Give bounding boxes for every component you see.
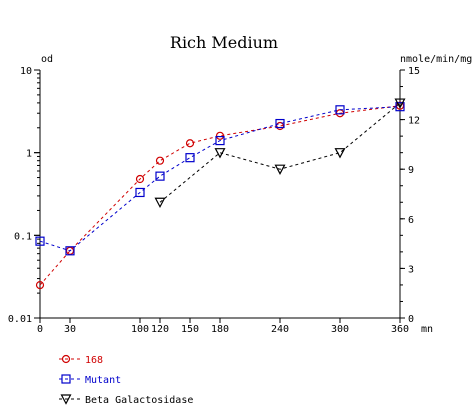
x-tick-label: 360: [391, 324, 409, 335]
y-right-tick-label: 3: [408, 264, 414, 275]
series-0: [35, 101, 405, 290]
series-1: [35, 102, 405, 256]
y-left-tick-label: 0.01: [8, 314, 32, 325]
legend-item: Mutant: [59, 374, 121, 386]
data-point: [274, 164, 286, 175]
data-point: [135, 174, 145, 184]
legend-item: 168: [59, 354, 103, 366]
legend-label: Mutant: [85, 375, 121, 386]
legend-marker: [61, 354, 71, 364]
data-point: [215, 131, 225, 140]
legend-item: Beta Galactosidase: [59, 394, 193, 405]
y-right-tick-label: 6: [408, 215, 414, 226]
data-point: [394, 98, 406, 109]
series-layer: [35, 98, 406, 290]
data-point: [155, 156, 165, 165]
data-point: [155, 171, 165, 181]
data-point: [135, 187, 145, 198]
legend-marker: [60, 394, 72, 405]
y-left-tick-label: 10: [20, 66, 32, 77]
axis-ticks: 0 30 100 120 150 180 240 300 3600.010.1110036912…: [8, 66, 420, 335]
y-axis-left-label: od: [41, 54, 53, 65]
data-point: [65, 246, 75, 256]
data-point: [335, 105, 345, 115]
x-tick-label: 240: [271, 324, 289, 335]
chart-title: Rich Medium: [170, 33, 278, 52]
y-left-tick-label: 1: [26, 149, 32, 160]
data-point: [154, 197, 166, 209]
x-tick-label: 300: [331, 324, 349, 335]
x-tick-label: 30: [64, 324, 76, 335]
y-right-tick-label: 0: [408, 314, 414, 325]
y-left-tick-label: 0.1: [14, 231, 32, 242]
series-line: [39, 106, 401, 252]
y-axis-right-label: nmole/min/mg: [400, 54, 472, 65]
legend-label: 168: [85, 355, 103, 366]
x-tick-label: 180: [211, 324, 229, 335]
series-line: [159, 102, 401, 203]
data-point: [334, 148, 346, 159]
legend-label: Beta Galactosidase: [85, 395, 193, 405]
x-tick-label: 100: [131, 324, 149, 335]
x-tick-label: 150: [181, 324, 199, 335]
data-point: [185, 139, 195, 148]
data-point: [185, 153, 195, 163]
y-right-tick-label: 12: [408, 116, 420, 127]
y-right-tick-label: 15: [408, 66, 420, 77]
y-right-tick-label: 9: [408, 165, 414, 176]
legend-marker: [61, 374, 71, 384]
x-tick-label: 0: [37, 324, 43, 335]
series-line: [39, 105, 401, 286]
data-point: [395, 102, 405, 112]
data-point: [214, 148, 226, 159]
series-2: [154, 98, 406, 209]
legend: 168 Mutant Beta Galactosidase: [59, 354, 193, 405]
data-point: [215, 135, 225, 146]
x-tick-label: 120: [151, 324, 169, 335]
data-point: [35, 281, 45, 290]
data-point: [35, 236, 45, 246]
data-point: [275, 118, 285, 129]
x-axis-label: mn: [421, 324, 433, 335]
